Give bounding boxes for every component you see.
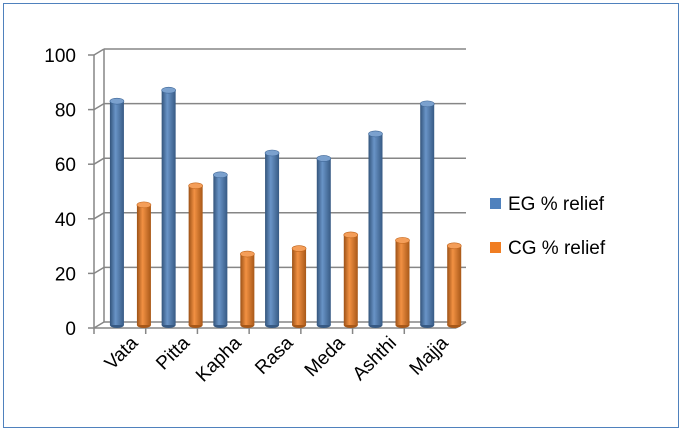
bar-cg-meda — [343, 231, 359, 328]
y-tick-label: 0 — [65, 319, 76, 340]
y-tick-label: 20 — [55, 264, 76, 285]
bar-eg-vata — [109, 97, 125, 328]
bar-cg-ashthi — [395, 237, 410, 328]
bar-cg-kapha — [240, 250, 255, 328]
bar-cg-vata — [136, 201, 152, 328]
bar-cg-majja — [446, 242, 462, 328]
bar-eg-rasa — [264, 149, 280, 328]
x-tick-label: Rasa — [251, 332, 298, 379]
gridline-depth — [93, 212, 105, 220]
bar-eg-meda — [316, 155, 332, 328]
x-tick-label: Pitta — [152, 332, 194, 374]
axes — [88, 49, 467, 334]
x-tick-label: Meda — [301, 332, 350, 381]
gridline-depth — [93, 266, 105, 275]
x-tick-label: Vata — [101, 332, 143, 374]
bar-cg-pitta — [188, 182, 203, 328]
gridline-depth — [93, 157, 105, 165]
bar-eg-pitta — [161, 86, 176, 328]
x-tick-label: Ashthi — [349, 333, 401, 385]
legend-label: CG % relief — [508, 238, 606, 259]
y-tick-labels: 0 20 40 60 80 100 — [44, 46, 76, 340]
y-tick-label: 100 — [44, 46, 76, 67]
legend-swatch — [490, 242, 501, 253]
legend-swatch — [490, 198, 501, 209]
legend: EG % relief CG % relief — [490, 194, 606, 259]
gridline-depth — [93, 48, 105, 56]
y-tick-label: 60 — [55, 155, 76, 176]
gridline-depth — [93, 102, 105, 111]
bars — [109, 86, 462, 328]
bar-eg-majja — [419, 100, 435, 328]
bar-eg-kapha — [213, 171, 228, 328]
bar-cg-rasa — [291, 245, 307, 328]
gridline-depth — [93, 321, 105, 329]
chart-frame: 0 20 40 60 80 100 Vata Pitta Kapha Rasa Meda Ashth… — [3, 3, 679, 428]
x-tick-label: Majja — [406, 332, 453, 379]
bar-eg-ashthi — [368, 130, 383, 328]
y-tick-label: 80 — [55, 101, 76, 122]
x-tick-label: Kapha — [192, 332, 246, 386]
y-tick-label: 40 — [55, 210, 76, 231]
legend-label: EG % relief — [508, 194, 605, 215]
